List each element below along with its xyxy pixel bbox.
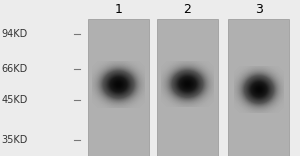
Bar <box>228 19 289 156</box>
Text: 94KD: 94KD <box>2 29 28 39</box>
Bar <box>157 19 218 156</box>
Bar <box>88 19 149 156</box>
Text: 3: 3 <box>255 3 262 16</box>
Text: 1: 1 <box>115 3 122 16</box>
Text: 66KD: 66KD <box>2 64 28 74</box>
Text: 35KD: 35KD <box>2 135 28 145</box>
Text: 45KD: 45KD <box>2 95 28 105</box>
Text: 2: 2 <box>184 3 191 16</box>
